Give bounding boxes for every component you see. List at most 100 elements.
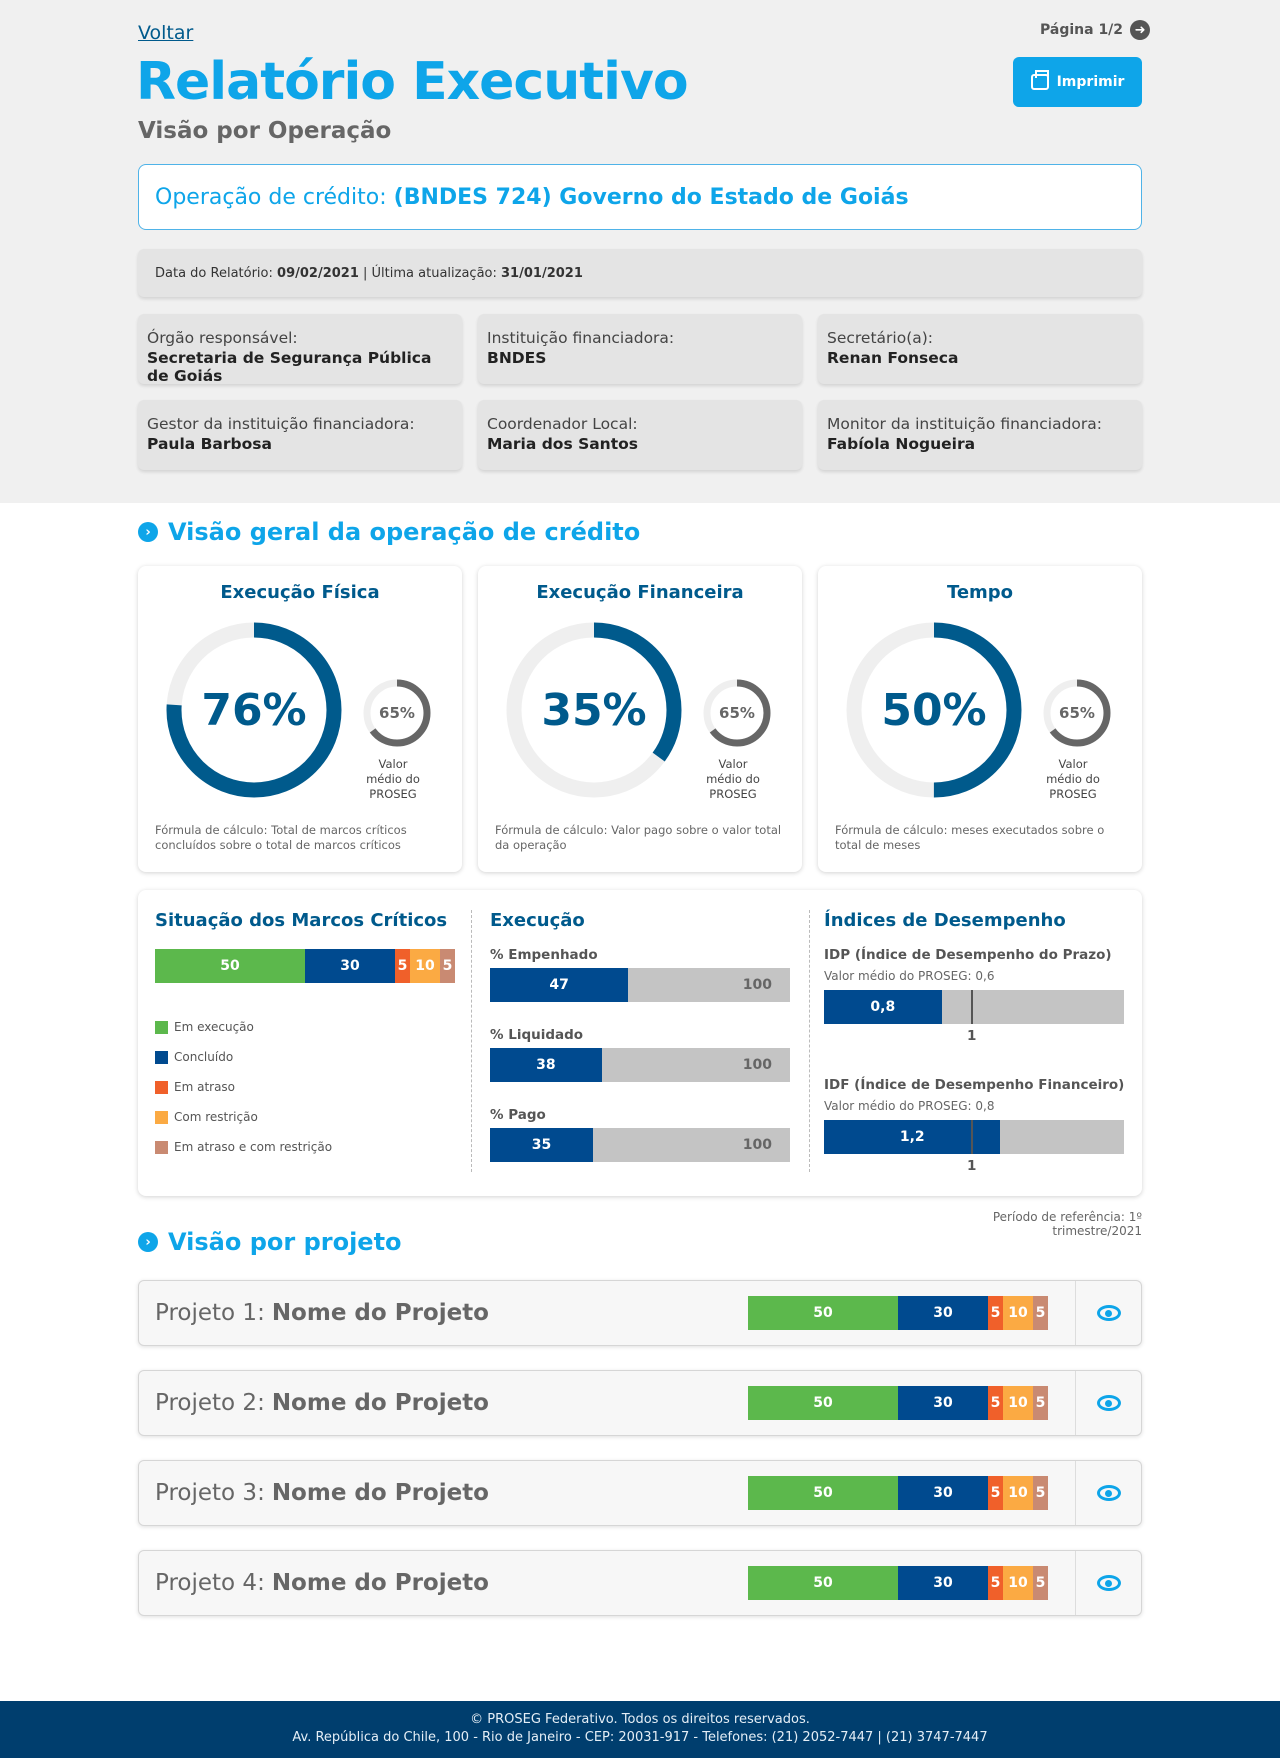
execution-bar-label: % Empenhado <box>490 947 598 963</box>
footer-copyright: © PROSEG Federativo. Todos os direitos r… <box>470 1712 810 1727</box>
stack-segment: 50 <box>748 1296 898 1330</box>
eye-icon <box>1096 1395 1121 1411</box>
info-card-monitor: Monitor da instituição financiadora: Fab… <box>818 400 1142 470</box>
execution-bar: 35 100 <box>490 1128 790 1162</box>
gauge-value: 50% <box>881 684 987 736</box>
info-card-value: Fabíola Nogueira <box>827 435 976 453</box>
view-project-button[interactable] <box>1075 1371 1141 1435</box>
gauge-svg <box>846 622 1111 798</box>
execution-bar-label: % Pago <box>490 1107 546 1123</box>
dates-separator: | <box>358 265 372 281</box>
index-ref-label: 1 <box>967 1158 977 1174</box>
gauge-formula: Fórmula de cálculo: Total de marcos crít… <box>155 823 407 852</box>
stack-segment: 5 <box>1033 1566 1048 1600</box>
info-card-value: Renan Fonseca <box>827 349 959 367</box>
stack-segment: 5 <box>440 949 455 983</box>
index-label: IDF (Índice de Desempenho Financeiro) <box>824 1077 1125 1093</box>
operation-name: (BNDES 724) Governo do Estado de Goiás <box>393 184 909 210</box>
operation-box: Operação de crédito: (BNDES 724) Governo… <box>138 164 1142 230</box>
project-row[interactable]: Projeto 2: Nome do Projeto 50 30 5 10 5 <box>138 1370 1142 1436</box>
project-stacked-bar: 50 30 5 10 5 <box>748 1386 1048 1420</box>
legend-label: Em atraso <box>174 1080 236 1094</box>
index-bar-fill: 0,8 <box>824 990 942 1024</box>
project-stacked-bar: 50 30 5 10 5 <box>748 1566 1048 1600</box>
overview-heading: › Visão geral da operação de crédito <box>138 518 640 546</box>
page-title: Relatório Executivo <box>136 52 689 112</box>
printer-icon <box>1030 70 1049 90</box>
execution-bar-fill: 38 <box>490 1048 602 1082</box>
eye-icon <box>1096 1485 1121 1501</box>
gauge-avg-value: 65% <box>719 704 755 722</box>
update-date: 31/01/2021 <box>501 265 583 281</box>
index-bar: 0,8 <box>824 990 1124 1024</box>
page-label: Página 1/2 <box>1040 22 1124 38</box>
projects-heading: › Visão por projeto <box>138 1228 402 1256</box>
arrow-right-icon[interactable]: ➜ <box>1130 20 1151 40</box>
gauge-avg-arc <box>363 679 431 747</box>
eye-icon <box>1096 1305 1121 1321</box>
stack-segment: 10 <box>1003 1566 1033 1600</box>
stack-segment: 5 <box>1033 1476 1048 1510</box>
info-card-label: Órgão responsável: <box>147 329 298 347</box>
view-project-button[interactable] <box>1075 1551 1141 1615</box>
indices-title: Índices de Desempenho <box>824 910 1066 931</box>
milestones-stacked-bar: 50 30 5 10 5 <box>155 949 455 983</box>
project-row[interactable]: Projeto 3: Nome do Projeto 50 30 5 10 5 <box>138 1460 1142 1526</box>
gauge-main-arc <box>846 622 1022 798</box>
info-card-gestor: Gestor da instituição financiadora: Paul… <box>138 400 462 470</box>
project-title: Nome do Projeto <box>271 1390 489 1416</box>
legend-item: Em atraso <box>155 1080 235 1094</box>
index-ref-label: 1 <box>967 1028 977 1044</box>
gauge-title: Tempo <box>946 582 1014 603</box>
view-project-button[interactable] <box>1075 1281 1141 1345</box>
gauge-formula: Fórmula de cálculo: meses executados sob… <box>835 823 1105 852</box>
info-card-label: Coordenador Local: <box>487 415 638 433</box>
legend-swatch <box>155 1020 168 1034</box>
stack-segment: 30 <box>898 1386 988 1420</box>
legend-label: Em execução <box>174 1020 254 1034</box>
reference-period: Período de referência: 1º trimestre/2021 <box>992 1210 1142 1238</box>
legend-item: Concluído <box>155 1050 233 1064</box>
legend-swatch <box>155 1080 168 1094</box>
update-date-label: Última atualização: <box>371 265 497 281</box>
column-divider <box>809 910 810 1172</box>
project-stacked-bar: 50 30 5 10 5 <box>748 1296 1048 1330</box>
index-bar: 1,2 <box>824 1120 1124 1154</box>
back-link[interactable]: Voltar <box>138 22 194 44</box>
legend-swatch <box>155 1050 168 1064</box>
page-subtitle: Visão por Operação <box>138 118 392 144</box>
legend-item: Em execução <box>155 1020 254 1034</box>
projects-heading-text: Visão por projeto <box>168 1228 402 1256</box>
project-prefix: Projeto 1: <box>155 1300 265 1326</box>
gauge-avg-caption: Valor médio do PROSEG <box>706 757 760 801</box>
gauge-value: 35% <box>541 684 647 736</box>
dates-bar: Data do Relatório: 09/02/2021 | Última a… <box>138 249 1142 297</box>
gauge-card-financeira: Execução Financeira 35% 65% Valor médio … <box>478 566 802 872</box>
stack-segment: 50 <box>748 1566 898 1600</box>
info-card-secretario: Secretário(a): Renan Fonseca <box>818 314 1142 384</box>
project-stacked-bar: 50 30 5 10 5 <box>748 1476 1048 1510</box>
stack-segment: 10 <box>410 949 440 983</box>
project-prefix: Projeto 2: <box>155 1390 265 1416</box>
view-project-button[interactable] <box>1075 1461 1141 1525</box>
project-name: Projeto 3: Nome do Projeto <box>155 1461 489 1525</box>
execution-bar-fill: 47 <box>490 968 629 1002</box>
stack-segment: 10 <box>1003 1296 1033 1330</box>
overview-heading-text: Visão geral da operação de crédito <box>168 518 641 546</box>
stack-segment: 50 <box>748 1476 898 1510</box>
page-indicator[interactable]: Página 1/2 ➜ <box>1040 20 1151 40</box>
stack-segment: 5 <box>1033 1296 1048 1330</box>
gauge-main-arc <box>166 622 342 798</box>
gauge-main-arc <box>506 622 682 798</box>
print-button[interactable]: Imprimir <box>1013 57 1142 107</box>
gauge-card-fisica: Execução Física 76% 65% Valor médio do P… <box>138 566 462 872</box>
stack-segment: 5 <box>988 1476 1003 1510</box>
legend-item: Com restrição <box>155 1110 258 1124</box>
project-prefix: Projeto 3: <box>155 1480 265 1506</box>
stack-segment: 30 <box>898 1566 988 1600</box>
stack-segment: 5 <box>988 1296 1003 1330</box>
project-row[interactable]: Projeto 1: Nome do Projeto 50 30 5 10 5 <box>138 1280 1142 1346</box>
stack-segment: 10 <box>1003 1476 1033 1510</box>
legend-swatch <box>155 1110 168 1124</box>
project-row[interactable]: Projeto 4: Nome do Projeto 50 30 5 10 5 <box>138 1550 1142 1616</box>
